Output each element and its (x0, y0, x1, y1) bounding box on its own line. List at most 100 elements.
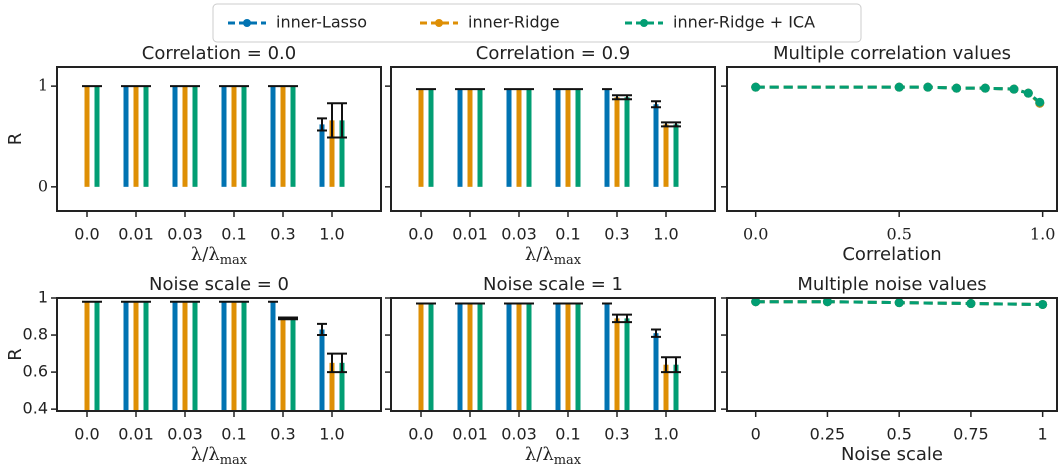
y-tick-label: 0.6 (23, 362, 48, 381)
bar (133, 86, 139, 187)
x-tick-label: 0.5 (886, 225, 911, 244)
axes-frame (726, 297, 1058, 412)
x-tick-label: 0.03 (167, 225, 203, 244)
bar (477, 89, 483, 187)
bar (467, 89, 473, 187)
x-axis-label-sub: max (220, 253, 248, 268)
x-axis-label-main: λ/λ (525, 244, 554, 265)
x-tick-label: 0 (751, 425, 761, 444)
panel-title: Multiple correlation values (773, 43, 1011, 64)
x-tick-label: 0.01 (452, 425, 488, 444)
x-tick-label: 0.03 (167, 425, 203, 444)
x-axis-label: Noise scale (841, 444, 943, 465)
point (1038, 299, 1048, 309)
axes-frame (56, 66, 382, 212)
bar (319, 329, 325, 411)
bar (290, 318, 296, 411)
bar (526, 303, 532, 411)
legend-box (212, 3, 862, 43)
legend-label: inner-Ridge (468, 13, 560, 32)
bar (172, 86, 178, 187)
panel-title: Noise scale = 0 (149, 274, 289, 295)
bar (673, 364, 679, 411)
bar (516, 89, 522, 187)
legend-marker (435, 19, 443, 27)
bar (457, 89, 463, 187)
bar (614, 318, 620, 411)
y-tick-label: 0.4 (23, 399, 48, 418)
x-tick-label: 1 (1038, 425, 1048, 444)
x-tick-label: 0.5 (886, 425, 911, 444)
error-bar (317, 117, 327, 132)
point (923, 82, 933, 92)
bar (123, 301, 129, 411)
x-axis-label: Correlation (842, 244, 941, 265)
x-axis-label: λ/λmax (191, 244, 248, 268)
point (1009, 84, 1019, 94)
bar (477, 303, 483, 411)
x-tick-label: 1.0 (1030, 225, 1055, 244)
bar (329, 120, 335, 187)
bar (663, 124, 669, 187)
y-tick-label: 1 (38, 76, 48, 95)
x-tick-label: 0.0 (74, 425, 99, 444)
error-bar (327, 352, 337, 374)
bar (290, 86, 296, 187)
panel-title: Multiple noise values (797, 274, 986, 295)
bar (182, 86, 188, 187)
x-tick-label: 0.1 (555, 225, 580, 244)
bar (280, 86, 286, 187)
axes-frame (56, 297, 382, 412)
x-axis-label-sub: max (554, 453, 582, 468)
error-bar (651, 328, 661, 338)
error-bar (337, 102, 347, 139)
bar (280, 318, 286, 411)
bar (84, 86, 90, 187)
bar (604, 303, 610, 411)
x-tick-label: 0.1 (221, 225, 246, 244)
bar (133, 301, 139, 411)
bar (143, 301, 149, 411)
bar (94, 86, 100, 187)
bar (339, 120, 345, 187)
point (894, 298, 904, 308)
bar (418, 303, 424, 411)
error-bar (671, 356, 681, 374)
point (966, 299, 976, 309)
bar (428, 89, 434, 187)
bar (575, 303, 581, 411)
bar (457, 303, 463, 411)
bar (329, 362, 335, 411)
y-tick-label: 0.8 (23, 325, 48, 344)
y-axis-label: R (5, 133, 26, 146)
x-tick-label: 0.0 (743, 225, 768, 244)
x-tick-label: 0.3 (270, 225, 295, 244)
x-axis-label-main: λ/λ (191, 444, 220, 465)
bar (575, 89, 581, 187)
bar (624, 97, 630, 187)
bar (624, 318, 630, 411)
y-tick-label: 0 (38, 176, 48, 195)
bar (192, 301, 198, 411)
error-bar (612, 94, 622, 101)
x-tick-label: 1.0 (653, 425, 678, 444)
x-axis-label: λ/λmax (525, 444, 582, 468)
x-axis-label-sub: max (220, 453, 248, 468)
bar (604, 89, 610, 187)
x-axis-label: λ/λmax (191, 444, 248, 468)
x-tick-label: 0.03 (501, 225, 537, 244)
error-bar (661, 356, 671, 374)
x-tick-label: 0.3 (604, 225, 629, 244)
point (952, 83, 962, 93)
bar (516, 303, 522, 411)
bar (270, 86, 276, 187)
bar (221, 301, 227, 411)
panel-title: Noise scale = 1 (483, 274, 623, 295)
bar (319, 124, 325, 187)
point (822, 297, 832, 307)
axes-frame (726, 66, 1058, 212)
bar (653, 333, 659, 411)
x-axis-label-sub: max (554, 253, 582, 268)
bar (428, 303, 434, 411)
point (980, 83, 990, 93)
